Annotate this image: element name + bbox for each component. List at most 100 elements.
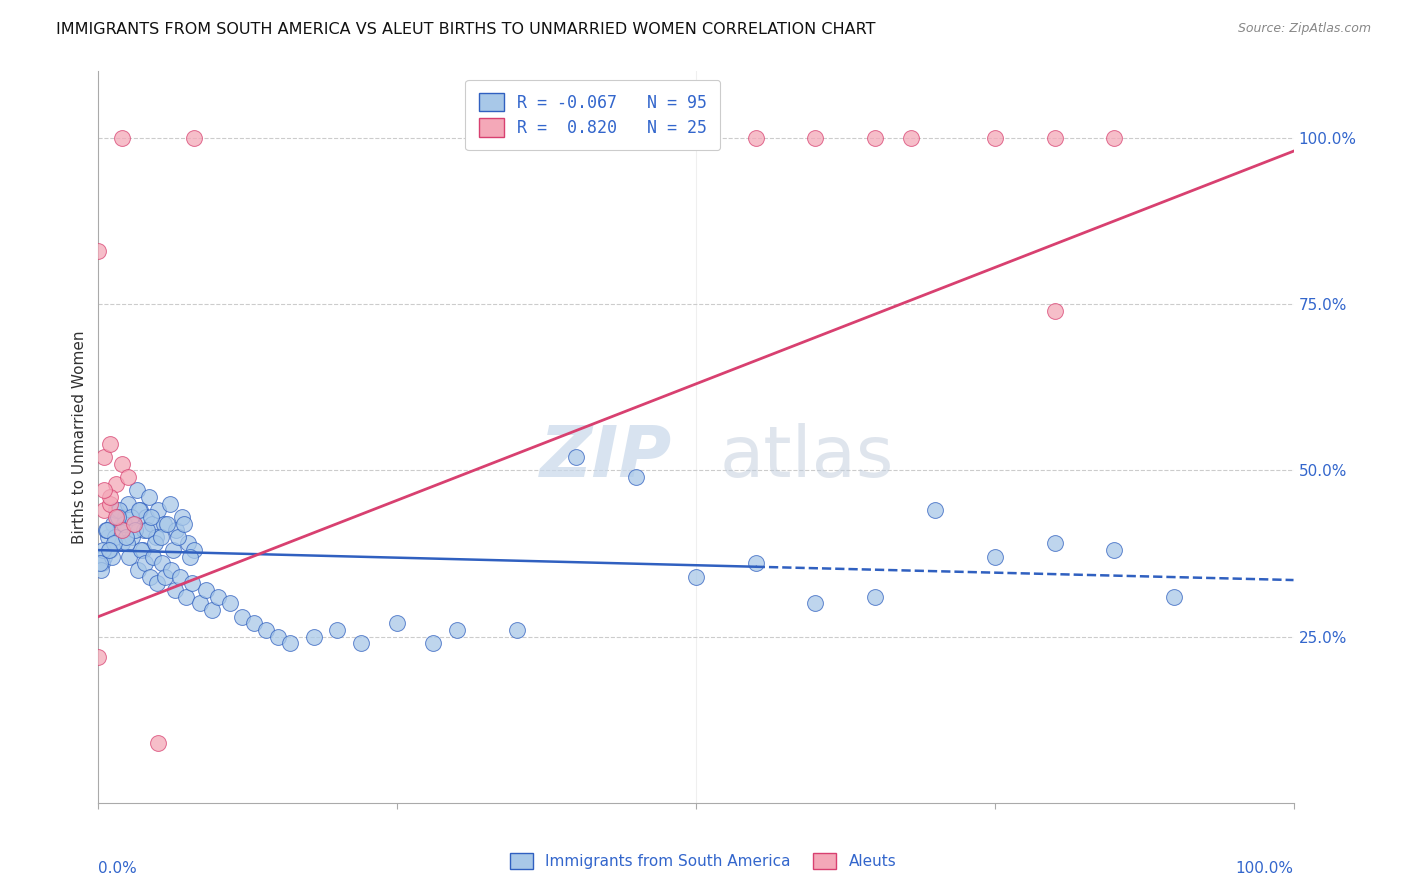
Y-axis label: Births to Unmarried Women: Births to Unmarried Women	[72, 330, 87, 544]
Point	[350, 636, 373, 650]
Point	[118, 549, 141, 564]
Point	[131, 543, 153, 558]
Point	[129, 503, 152, 517]
Point	[231, 609, 253, 624]
Point	[93, 483, 115, 498]
Point	[101, 516, 124, 531]
Point	[146, 576, 169, 591]
Point	[142, 549, 165, 564]
Point	[180, 576, 202, 591]
Point	[162, 543, 184, 558]
Point	[506, 623, 529, 637]
Point	[422, 636, 444, 650]
Point	[98, 543, 122, 558]
Text: atlas: atlas	[720, 423, 894, 491]
Point	[104, 530, 127, 544]
Point	[107, 503, 129, 517]
Point	[139, 509, 162, 524]
Point	[745, 131, 768, 145]
Point	[179, 549, 201, 564]
Point	[302, 630, 325, 644]
Point	[89, 557, 111, 571]
Point	[1163, 590, 1185, 604]
Point	[90, 563, 112, 577]
Point	[112, 516, 135, 531]
Point	[159, 497, 181, 511]
Point	[111, 457, 134, 471]
Point	[138, 490, 160, 504]
Point	[127, 563, 149, 577]
Point	[91, 543, 114, 558]
Point	[124, 523, 146, 537]
Point	[160, 563, 183, 577]
Point	[153, 516, 176, 531]
Point	[278, 636, 301, 650]
Point	[804, 131, 827, 145]
Point	[148, 736, 170, 750]
Point	[111, 131, 134, 145]
Point	[93, 450, 115, 464]
Point	[1043, 536, 1066, 550]
Point	[155, 516, 177, 531]
Point	[565, 450, 588, 464]
Point	[865, 590, 887, 604]
Point	[219, 596, 242, 610]
Point	[177, 536, 200, 550]
Point	[172, 509, 194, 524]
Point	[1104, 543, 1126, 558]
Point	[804, 596, 827, 610]
Text: IMMIGRANTS FROM SOUTH AMERICA VS ALEUT BIRTHS TO UNMARRIED WOMEN CORRELATION CHA: IMMIGRANTS FROM SOUTH AMERICA VS ALEUT B…	[56, 22, 876, 37]
Point	[865, 131, 887, 145]
Point	[326, 623, 349, 637]
Point	[105, 509, 128, 524]
Point	[97, 530, 120, 544]
Point	[173, 516, 195, 531]
Point	[1043, 131, 1066, 145]
Text: Source: ZipAtlas.com: Source: ZipAtlas.com	[1237, 22, 1371, 36]
Point	[984, 549, 1007, 564]
Point	[183, 131, 205, 145]
Point	[167, 530, 190, 544]
Point	[745, 557, 768, 571]
Point	[201, 603, 224, 617]
Point	[100, 549, 122, 564]
Point	[121, 530, 143, 544]
Point	[105, 476, 128, 491]
Point	[243, 616, 266, 631]
Point	[984, 131, 1007, 145]
Point	[108, 523, 131, 537]
Point	[685, 570, 707, 584]
Point	[163, 582, 186, 597]
Point	[254, 623, 277, 637]
Point	[98, 497, 122, 511]
Point	[124, 516, 146, 531]
Text: 100.0%: 100.0%	[1236, 862, 1294, 876]
Point	[115, 536, 138, 550]
Point	[107, 509, 129, 524]
Point	[131, 543, 153, 558]
Point	[105, 503, 128, 517]
Point	[174, 590, 197, 604]
Point	[93, 549, 115, 564]
Point	[143, 536, 166, 550]
Point	[103, 536, 125, 550]
Point	[125, 483, 148, 498]
Point	[120, 509, 142, 524]
Point	[115, 530, 138, 544]
Point	[183, 543, 205, 558]
Point	[149, 530, 172, 544]
Point	[111, 536, 134, 550]
Point	[96, 523, 118, 537]
Point	[148, 503, 170, 517]
Point	[114, 509, 136, 524]
Point	[117, 470, 139, 484]
Point	[117, 497, 139, 511]
Text: 0.0%: 0.0%	[98, 862, 138, 876]
Legend: R = -0.067   N = 95, R =  0.820   N = 25: R = -0.067 N = 95, R = 0.820 N = 25	[465, 79, 720, 151]
Point	[132, 523, 155, 537]
Point	[111, 523, 134, 537]
Point	[145, 530, 167, 544]
Point	[900, 131, 922, 145]
Point	[1104, 131, 1126, 145]
Point	[207, 590, 229, 604]
